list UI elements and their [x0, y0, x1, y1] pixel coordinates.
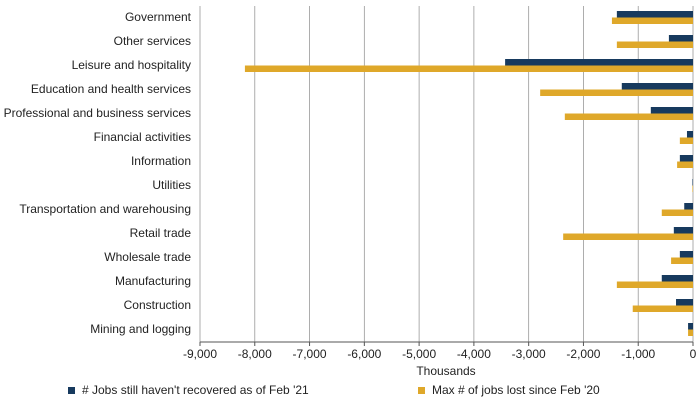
y-tick-label: Wholesale trade — [104, 250, 191, 264]
x-axis-title: Thousands — [416, 364, 475, 378]
y-tick-label: Utilities — [152, 178, 191, 192]
bar — [563, 233, 693, 240]
bar — [679, 251, 693, 258]
bar — [688, 329, 693, 336]
bar — [688, 323, 693, 330]
x-tick-label: 0 — [690, 347, 697, 361]
legend-label: # Jobs still haven't recovered as of Feb… — [82, 383, 309, 397]
bar — [692, 185, 693, 192]
x-tick-label: -4,000 — [457, 347, 491, 361]
y-tick-label: Education and health services — [31, 82, 191, 96]
bar — [673, 227, 693, 234]
x-tick-label: -2,000 — [566, 347, 600, 361]
x-tick-label: -5,000 — [402, 347, 436, 361]
bar — [540, 89, 693, 96]
y-tick-label: Other services — [114, 34, 191, 48]
y-tick-label: Leisure and hospitality — [72, 58, 191, 72]
y-tick-label: Government — [125, 10, 192, 24]
y-tick-label: Transportation and warehousing — [19, 202, 191, 216]
bar — [679, 155, 693, 162]
legend-swatch — [418, 387, 425, 394]
x-tick-label: -6,000 — [347, 347, 381, 361]
y-tick-label: Financial activities — [94, 130, 191, 144]
bar — [684, 203, 693, 210]
y-tick-label: Professional and business services — [4, 106, 191, 120]
bar — [661, 275, 693, 282]
bar — [676, 299, 693, 306]
bar — [632, 305, 693, 312]
y-tick-label: Retail trade — [130, 226, 192, 240]
bar — [671, 257, 693, 264]
bar — [244, 65, 693, 72]
bar — [505, 59, 693, 66]
x-tick-label: -1,000 — [621, 347, 655, 361]
bar — [564, 113, 693, 120]
bar — [616, 281, 693, 288]
legend-swatch — [68, 387, 75, 394]
bar — [616, 11, 693, 18]
bar — [692, 179, 693, 186]
bar — [650, 107, 693, 114]
y-tick-label: Manufacturing — [115, 274, 191, 288]
bar — [668, 35, 693, 42]
x-tick-label: -9,000 — [183, 347, 217, 361]
x-tick-label: -8,000 — [238, 347, 272, 361]
bar — [611, 17, 693, 24]
bar — [661, 209, 693, 216]
bar — [686, 131, 693, 138]
y-tick-label: Mining and logging — [90, 322, 191, 336]
y-tick-label: Information — [131, 154, 191, 168]
legend-label: Max # of jobs lost since Feb '20 — [432, 383, 600, 397]
bar — [616, 41, 693, 48]
bar — [621, 83, 693, 90]
y-tick-label: Construction — [124, 298, 191, 312]
bar — [679, 137, 693, 144]
x-tick-label: -7,000 — [293, 347, 327, 361]
x-tick-label: -3,000 — [512, 347, 546, 361]
bar — [677, 161, 693, 168]
